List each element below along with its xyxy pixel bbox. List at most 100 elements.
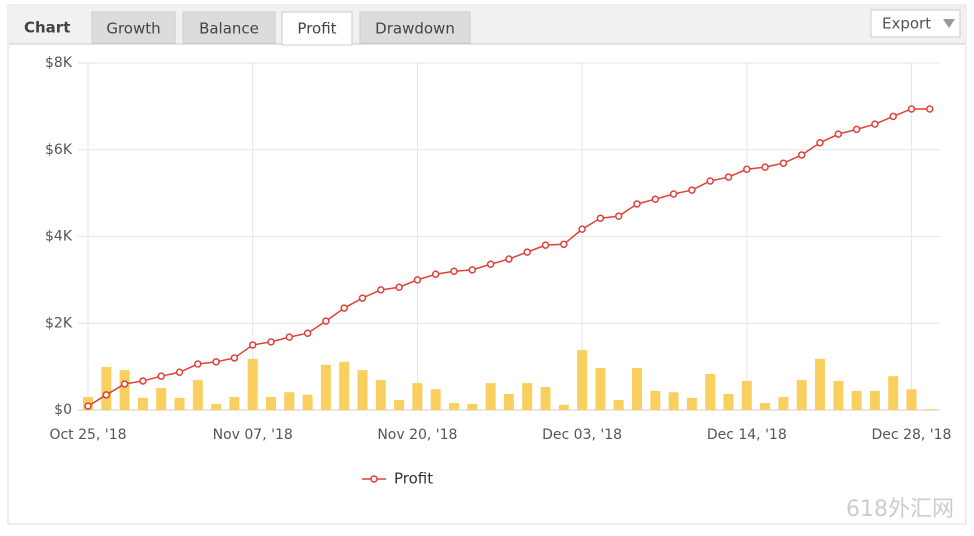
x-tick-label: Dec 28, '18 bbox=[872, 427, 952, 443]
bar bbox=[741, 380, 752, 410]
point bbox=[120, 380, 129, 388]
bar bbox=[851, 390, 862, 410]
tab[interactable] bbox=[281, 11, 353, 46]
point bbox=[926, 105, 934, 113]
point bbox=[248, 341, 257, 349]
point bbox=[724, 173, 733, 181]
x-tick-label: Dec 03, '18 bbox=[542, 427, 622, 443]
header-label: Chart bbox=[24, 19, 70, 37]
y-tick-label: $4K bbox=[45, 229, 73, 245]
point bbox=[267, 338, 275, 346]
bar bbox=[833, 380, 844, 410]
tab-label[interactable]: Growth bbox=[106, 20, 160, 38]
bar bbox=[796, 380, 807, 410]
point bbox=[486, 260, 495, 269]
point bbox=[743, 165, 751, 174]
legend-marker bbox=[370, 475, 378, 483]
bar bbox=[485, 383, 496, 410]
bar bbox=[394, 400, 405, 410]
point bbox=[669, 190, 678, 198]
tab[interactable] bbox=[91, 11, 176, 44]
bar bbox=[613, 400, 624, 410]
point bbox=[761, 163, 769, 171]
y-tick-label: $6K bbox=[45, 142, 73, 158]
watermark: 618外汇网 bbox=[846, 497, 954, 522]
point bbox=[852, 125, 861, 134]
tab[interactable] bbox=[182, 11, 276, 44]
x-tick-label: Oct 25, '18 bbox=[49, 427, 126, 443]
bar bbox=[686, 397, 697, 410]
point bbox=[834, 130, 843, 138]
x-tick-label: Nov 20, '18 bbox=[377, 427, 457, 443]
bar bbox=[503, 393, 514, 410]
bar bbox=[723, 393, 734, 410]
bar bbox=[284, 392, 295, 410]
bar bbox=[412, 383, 423, 410]
point bbox=[340, 304, 348, 312]
point bbox=[907, 105, 916, 113]
point bbox=[358, 294, 367, 302]
bar bbox=[558, 404, 569, 410]
export-label[interactable]: Export bbox=[882, 15, 931, 33]
bar bbox=[888, 376, 899, 410]
bar bbox=[778, 396, 789, 410]
bar bbox=[137, 397, 148, 410]
bar bbox=[339, 361, 350, 410]
point bbox=[596, 214, 605, 223]
legend-label: Profit bbox=[394, 470, 433, 488]
point bbox=[614, 212, 623, 220]
bar bbox=[101, 367, 112, 410]
y-tick-label: $2K bbox=[45, 315, 73, 331]
bar bbox=[449, 403, 459, 410]
tab-label[interactable]: Balance bbox=[199, 20, 259, 38]
bar bbox=[632, 367, 642, 410]
point bbox=[523, 248, 531, 256]
bar bbox=[247, 358, 258, 410]
point bbox=[285, 333, 294, 341]
point bbox=[84, 402, 92, 410]
bar bbox=[156, 387, 167, 410]
x-tick-label: Nov 07, '18 bbox=[213, 427, 293, 443]
point bbox=[139, 377, 147, 385]
bar bbox=[668, 392, 679, 410]
point bbox=[797, 151, 806, 159]
point bbox=[175, 368, 184, 377]
point bbox=[889, 112, 897, 121]
bar bbox=[302, 394, 313, 410]
bar bbox=[522, 383, 533, 410]
bar bbox=[869, 390, 880, 410]
bar bbox=[192, 380, 203, 410]
point bbox=[688, 186, 696, 194]
point bbox=[541, 241, 550, 249]
y-tick-label: $0 bbox=[54, 402, 72, 418]
point bbox=[505, 255, 513, 263]
export-arrow bbox=[943, 19, 955, 28]
bar bbox=[211, 403, 222, 410]
tab[interactable] bbox=[359, 11, 471, 44]
point bbox=[706, 177, 714, 185]
point bbox=[322, 317, 330, 325]
point bbox=[816, 139, 824, 147]
x-tick-label: Dec 14, '18 bbox=[707, 427, 787, 443]
point bbox=[560, 240, 568, 249]
point bbox=[377, 286, 385, 294]
bar bbox=[174, 397, 185, 410]
point bbox=[212, 358, 220, 366]
bar bbox=[705, 373, 716, 410]
point bbox=[230, 354, 239, 362]
bar bbox=[650, 390, 661, 410]
bar bbox=[357, 370, 368, 410]
bar bbox=[540, 387, 551, 410]
tab-label[interactable]: Profit bbox=[297, 20, 336, 38]
y-tick-label: $8K bbox=[45, 55, 73, 71]
tab-label[interactable]: Drawdown bbox=[375, 20, 455, 38]
point bbox=[578, 225, 586, 233]
bar bbox=[595, 367, 606, 410]
point bbox=[102, 391, 111, 399]
bar bbox=[577, 350, 588, 410]
point bbox=[431, 270, 440, 278]
export-button[interactable] bbox=[870, 9, 961, 38]
point bbox=[651, 195, 660, 203]
